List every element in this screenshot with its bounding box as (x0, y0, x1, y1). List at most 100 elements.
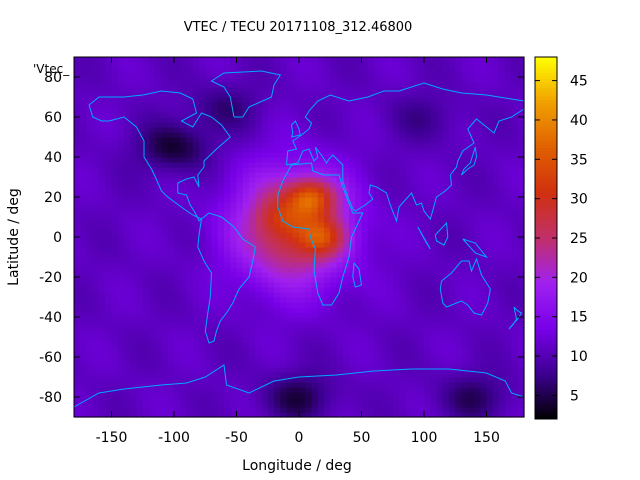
heatmap-cell (167, 362, 175, 368)
heatmap-cell (392, 142, 400, 148)
heatmap-cell (361, 132, 369, 138)
heatmap-cell (342, 392, 350, 398)
heatmap-cell (136, 352, 144, 358)
heatmap-cell (292, 72, 300, 78)
heatmap-cell (336, 277, 344, 283)
heatmap-cell (424, 132, 431, 138)
heatmap-cell (349, 327, 356, 333)
heatmap-cell (361, 172, 369, 178)
heatmap-cell (311, 67, 319, 73)
heatmap-cell (105, 322, 113, 328)
heatmap-cell (217, 307, 225, 313)
heatmap-cell (149, 407, 156, 413)
heatmap-cell (142, 167, 150, 173)
heatmap-cell (474, 227, 481, 233)
heatmap-cell (286, 372, 294, 378)
heatmap-cell (499, 247, 506, 253)
heatmap-cell (117, 372, 125, 378)
heatmap-cell (467, 382, 475, 388)
heatmap-cell (330, 77, 338, 83)
heatmap-cell (330, 192, 338, 198)
heatmap-cell (174, 367, 181, 373)
heatmap-cell (430, 332, 438, 338)
heatmap-cell (186, 302, 194, 308)
heatmap-cell (430, 242, 438, 248)
heatmap-cell (480, 277, 488, 283)
heatmap-cell (505, 367, 513, 373)
heatmap-cell (361, 402, 369, 408)
heatmap-cell (430, 92, 438, 98)
heatmap-cell (349, 152, 356, 158)
heatmap-cell (405, 282, 413, 288)
heatmap-cell (136, 117, 144, 123)
heatmap-cell (180, 307, 188, 313)
heatmap-cell (230, 132, 238, 138)
heatmap-cell (192, 357, 200, 363)
heatmap-cell (492, 387, 500, 393)
heatmap-cell (211, 287, 219, 293)
heatmap-cell (74, 242, 81, 248)
heatmap-cell (386, 147, 394, 153)
heatmap-cell (267, 332, 275, 338)
heatmap-cell (349, 392, 356, 398)
heatmap-cell (467, 402, 475, 408)
heatmap-cell (199, 277, 206, 283)
heatmap-cell (324, 292, 331, 298)
heatmap-cell (142, 72, 150, 78)
heatmap-cell (461, 132, 469, 138)
heatmap-cell (411, 252, 419, 258)
heatmap-cell (174, 72, 181, 78)
heatmap-cell (186, 347, 194, 353)
heatmap-cell (217, 297, 225, 303)
heatmap-cell (74, 327, 81, 333)
heatmap-cell (342, 397, 350, 403)
heatmap-cell (292, 317, 300, 323)
heatmap-cell (186, 332, 194, 338)
heatmap-cell (324, 72, 331, 78)
heatmap-cell (330, 62, 338, 68)
heatmap-cell (267, 352, 275, 358)
heatmap-cell (130, 182, 138, 188)
heatmap-cell (142, 122, 150, 128)
heatmap-cell (192, 327, 200, 333)
heatmap-cell (392, 122, 400, 128)
heatmap-cell (167, 112, 175, 118)
heatmap-cell (474, 387, 481, 393)
heatmap-cell (405, 117, 413, 123)
heatmap-cell (111, 342, 119, 348)
heatmap-cell (130, 167, 138, 173)
heatmap-cell (492, 367, 500, 373)
heatmap-cell (217, 402, 225, 408)
heatmap-cell (486, 402, 494, 408)
heatmap-cell (386, 77, 394, 83)
heatmap-cell (230, 192, 238, 198)
heatmap-cell (186, 197, 194, 203)
heatmap-cell (274, 307, 281, 313)
heatmap-cell (142, 262, 150, 268)
heatmap-cell (411, 157, 419, 163)
heatmap-cell (311, 377, 319, 383)
heatmap-cell (92, 342, 100, 348)
heatmap-cell (324, 267, 331, 273)
heatmap-cell (180, 212, 188, 218)
heatmap-cell (205, 77, 213, 83)
heatmap-cell (461, 172, 469, 178)
heatmap-cell (474, 132, 481, 138)
heatmap-cell (480, 192, 488, 198)
heatmap-cell (242, 217, 250, 223)
heatmap-cell (455, 72, 463, 78)
heatmap-cell (280, 87, 288, 93)
heatmap-cell (167, 77, 175, 83)
heatmap-cell (317, 137, 325, 143)
heatmap-cell (74, 92, 81, 98)
heatmap-cell (480, 372, 488, 378)
heatmap-cell (161, 277, 169, 283)
heatmap-cell (374, 127, 381, 133)
heatmap-cell (405, 112, 413, 118)
heatmap-cell (261, 217, 269, 223)
heatmap-cell (142, 292, 150, 298)
heatmap-cell (317, 312, 325, 318)
heatmap-cell (336, 242, 344, 248)
heatmap-cell (342, 317, 350, 323)
heatmap-cell (286, 277, 294, 283)
